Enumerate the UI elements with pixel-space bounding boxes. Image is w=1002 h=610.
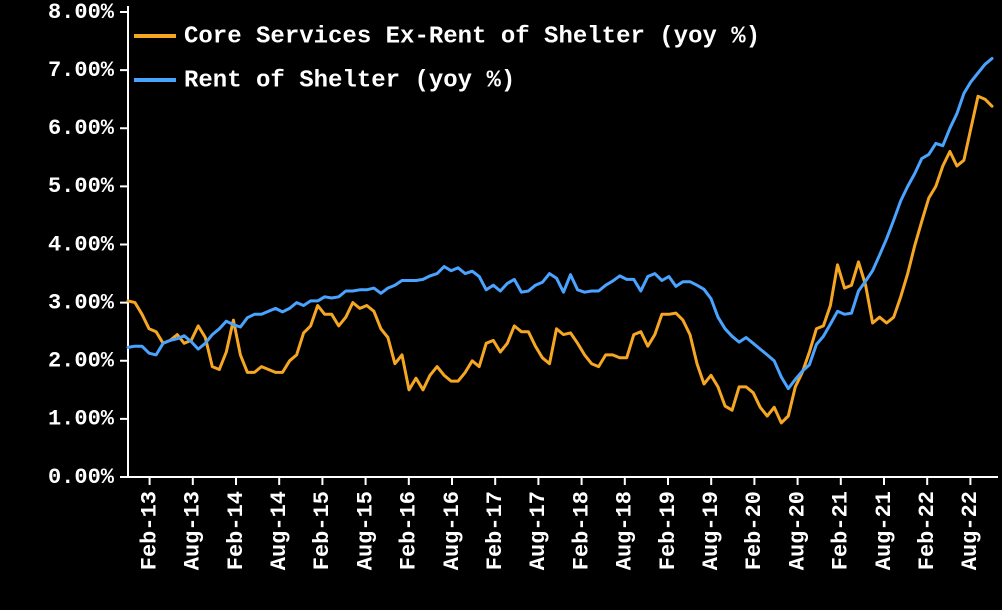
y-axis-label: 3.00%: [48, 290, 115, 315]
x-axis-label: Aug-13: [181, 491, 206, 570]
x-axis-label: Aug-17: [526, 491, 551, 570]
x-axis-label: Feb-20: [742, 491, 767, 570]
y-axis-label: 8.00%: [48, 0, 115, 25]
x-axis-label: Feb-19: [656, 491, 681, 570]
legend-label-0: Core Services Ex-Rent of Shelter (yoy %): [184, 23, 760, 50]
y-axis-label: 4.00%: [48, 232, 115, 257]
x-axis-label: Aug-21: [872, 491, 897, 570]
x-axis-label: Feb-17: [483, 491, 508, 570]
x-axis-label: Feb-22: [915, 491, 940, 570]
y-axis-label: 6.00%: [48, 116, 115, 141]
x-axis-label: Feb-18: [569, 491, 594, 570]
x-axis-label: Feb-14: [224, 491, 249, 570]
y-axis-label: 7.00%: [48, 58, 115, 83]
x-axis-label: Aug-14: [267, 491, 292, 570]
x-axis-label: Aug-19: [699, 491, 724, 570]
y-axis-label: 5.00%: [48, 174, 115, 199]
x-axis-label: Feb-15: [310, 491, 335, 570]
y-axis-label: 2.00%: [48, 349, 115, 374]
legend-label-1: Rent of Shelter (yoy %): [184, 67, 515, 94]
x-axis-label: Feb-21: [829, 491, 854, 570]
x-axis-label: Aug-16: [440, 491, 465, 570]
x-axis-label: Aug-15: [353, 491, 378, 570]
y-axis-label: 0.00%: [48, 465, 115, 490]
x-axis-label: Aug-22: [958, 491, 983, 570]
x-axis-label: Aug-20: [785, 491, 810, 570]
x-axis-label: Feb-13: [137, 491, 162, 570]
x-axis-label: Aug-18: [613, 491, 638, 570]
x-axis-label: Feb-16: [397, 491, 422, 570]
line-chart: 0.00% 1.00% 2.00% 3.00% 4.00% 5.00% 6.00% 7.00%…: [0, 0, 1002, 610]
y-axis-label: 1.00%: [48, 407, 115, 432]
